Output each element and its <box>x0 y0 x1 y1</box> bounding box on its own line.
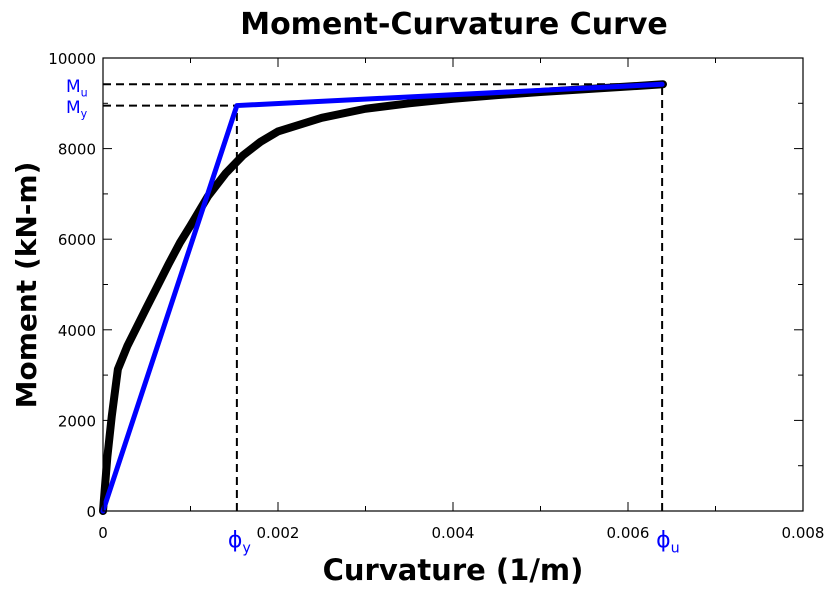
y-tick-label: 6000 <box>58 231 96 249</box>
y-axis-label: Moment (kN-m) <box>10 162 43 409</box>
m-y-label: My <box>66 98 88 120</box>
phi-u-label: ϕu <box>656 528 680 557</box>
y-tick-label: 4000 <box>58 322 96 340</box>
moment-curvature-line <box>99 80 667 515</box>
y-tick-label: 2000 <box>58 412 96 430</box>
m-u-label: Mu <box>66 77 88 99</box>
bilinear-line <box>100 81 665 514</box>
phi-y-label: ϕy <box>228 528 252 557</box>
plot-frame <box>102 57 804 512</box>
y-tick-label: 0 <box>86 503 96 521</box>
x-tick-label: 0.006 <box>607 524 650 542</box>
chart-title: Moment-Curvature Curve <box>240 7 668 42</box>
x-tick-label: 0.004 <box>432 524 475 542</box>
x-tick-label: 0 <box>98 524 108 542</box>
x-axis-label: Curvature (1/m) <box>323 553 584 587</box>
y-tick-label: 10000 <box>48 50 96 68</box>
x-tick-label: 0.002 <box>257 524 300 542</box>
y-tick-label: 8000 <box>58 141 96 159</box>
x-tick-label: 0.008 <box>782 524 825 542</box>
